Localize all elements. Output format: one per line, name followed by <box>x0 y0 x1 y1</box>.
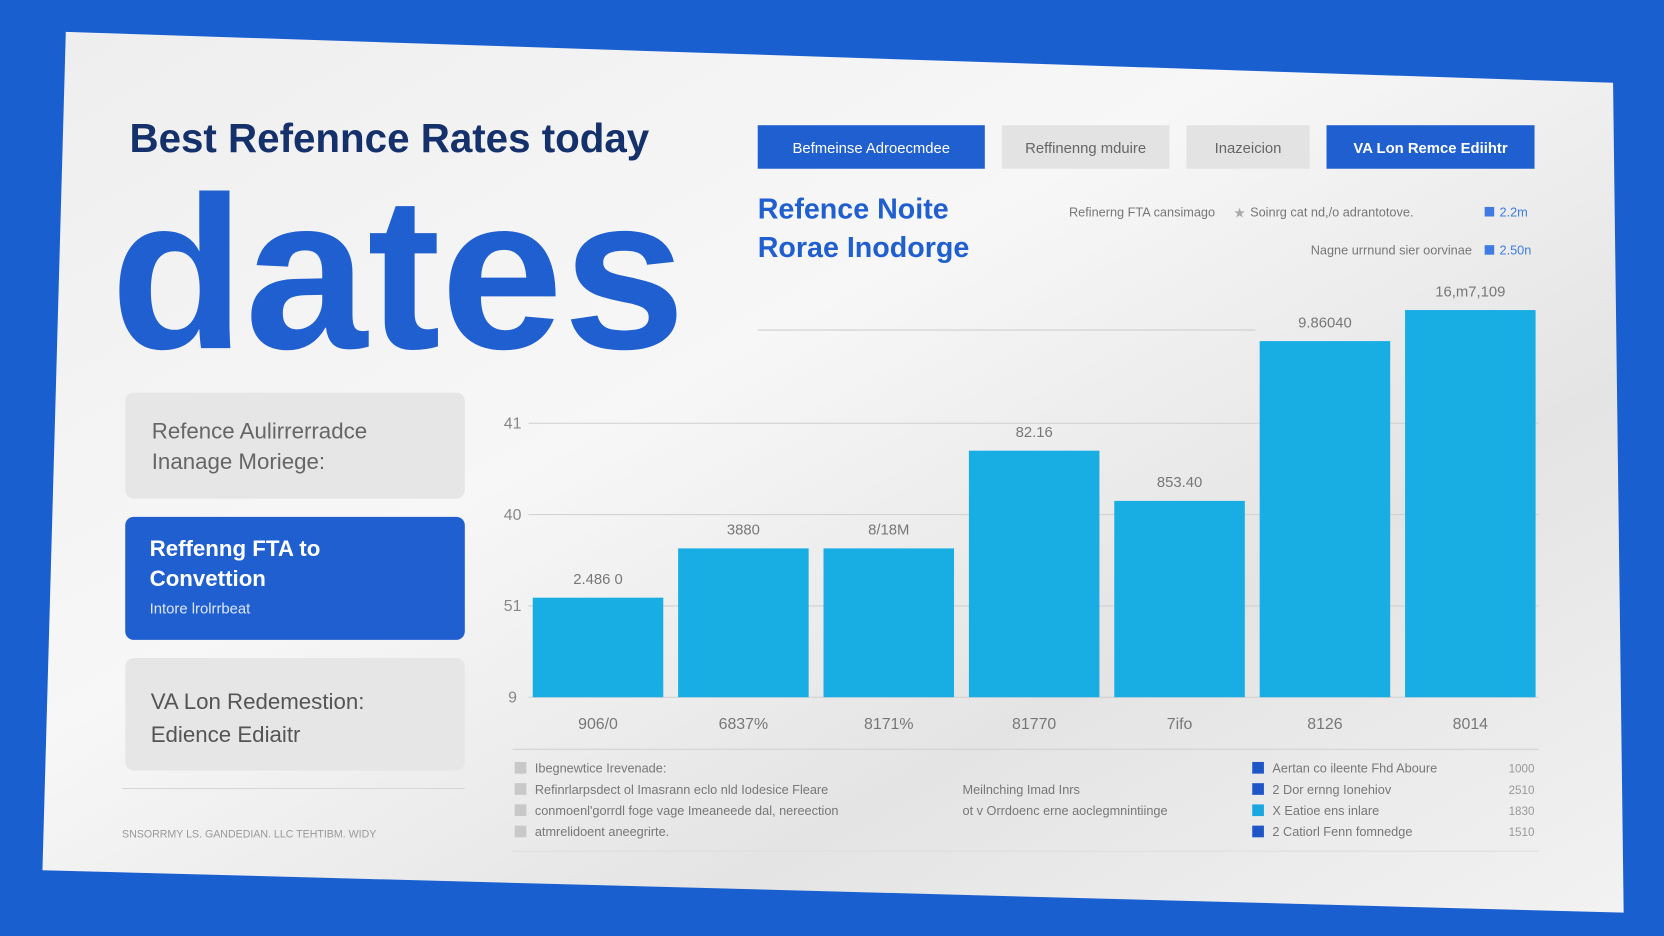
card-caption[interactable]: Intore lrolrrbeat <box>150 601 252 617</box>
bar-annotation: 2.486 0 <box>573 572 623 588</box>
x-tick-label: 8126 <box>1307 716 1343 733</box>
bar <box>823 548 955 698</box>
headline: dates <box>110 152 685 395</box>
bar <box>678 548 809 698</box>
legend-swatch <box>1484 245 1495 255</box>
y-tick-label: 41 <box>504 416 522 433</box>
tab[interactable] <box>757 125 985 169</box>
tab[interactable] <box>1186 125 1310 169</box>
legend-swatch <box>514 804 527 817</box>
legend-note: atmrelidoent aneegrirte. <box>535 824 669 839</box>
x-tick-label: 8171% <box>864 716 914 733</box>
legend-note: ot v Orrdoenc erne aoclegmnintiinge <box>963 803 1168 818</box>
card-text[interactable]: Refence Aulirrerradce <box>152 418 367 443</box>
bar-annotation: 82.16 <box>1016 425 1053 441</box>
x-tick-label: 906/0 <box>578 716 618 733</box>
legend-value: 1510 <box>1509 826 1535 839</box>
legend-value: 2510 <box>1509 784 1535 797</box>
bar <box>1259 341 1391 698</box>
bar <box>1114 500 1245 698</box>
chart-title: Refence Noite <box>758 194 949 226</box>
legend-label: 2 Dor ernng Ionehiov <box>1272 782 1391 797</box>
x-tick-label: 8014 <box>1453 716 1489 733</box>
legend-value: 1000 <box>1509 763 1535 776</box>
x-tick-label: 6837% <box>719 716 769 733</box>
legend-label: Aertan co ileente Fhd Aboure <box>1272 761 1437 776</box>
bar-annotation: 853.40 <box>1157 475 1202 491</box>
legend-note: Ibegnewtice Irevenade: <box>535 761 667 776</box>
card-text[interactable]: VA Lon Redemestion: <box>151 689 365 714</box>
card-text[interactable]: Edience Ediaitr <box>151 722 301 747</box>
tab-label[interactable]: Befmeinse Adroecmdee <box>792 141 950 157</box>
legend-note: Refinrlarpsdect ol Imasrann eclo nld Iod… <box>535 782 828 797</box>
chart: 9 51 40 41 2.486 0 906/0 3880 6837% 8/18M 8171% 82… <box>504 284 1539 733</box>
card[interactable] <box>125 392 465 499</box>
card-text[interactable]: Convettion <box>150 566 266 591</box>
legend-swatch <box>514 783 527 795</box>
y-tick-label: 40 <box>504 507 522 524</box>
x-tick-label: 7ifo <box>1167 716 1193 733</box>
legend-swatch <box>514 825 527 838</box>
legend-value: 2.2m <box>1500 204 1528 219</box>
legend-swatch <box>1252 804 1264 817</box>
card-text[interactable]: Reffenng FTA to <box>150 536 321 561</box>
tab[interactable] <box>1001 125 1170 169</box>
tab[interactable] <box>1326 125 1535 169</box>
legend-label: X Eatioe ens inlare <box>1272 803 1379 818</box>
legend-label: Nagne urrnund sier oorvinae <box>1311 243 1472 258</box>
legend-swatch <box>1484 206 1495 217</box>
legend-note: Meilnching Imad Inrs <box>963 782 1080 797</box>
y-tick-label: 51 <box>504 598 522 615</box>
footer: SNSORRMY LS. GANDEDIAN. LLC TEHTIBM. WID… <box>122 828 376 840</box>
card-active[interactable] <box>125 516 465 640</box>
legend-star: ★ <box>1233 206 1245 221</box>
legend-swatch <box>1252 761 1264 774</box>
legend-swatch <box>1252 783 1264 795</box>
legend-value: 1830 <box>1509 805 1535 818</box>
bar <box>1405 310 1536 698</box>
tab-label[interactable]: Reffinenng mduire <box>1025 141 1146 157</box>
legend-label: Soinrg cat nd,/o adrantotove. <box>1250 204 1413 219</box>
y-tick-label: 9 <box>508 690 517 707</box>
chart-title: Rorae Inodorge <box>758 232 970 264</box>
card[interactable] <box>125 657 465 771</box>
legend-label: Refinerng FTA cansimago <box>1069 204 1215 219</box>
bar-annotation: 8/18M <box>868 523 909 539</box>
bar <box>532 597 664 698</box>
bottom-legend: Ibegnewtice Irevenade: Refinrlarpsdect ol… <box>514 761 1535 839</box>
legend-label: 2 Catiorl Fenn fomnedge <box>1272 824 1412 839</box>
bar <box>968 450 1100 698</box>
page-title: Best Refennce Rates today <box>129 115 649 161</box>
card-text[interactable]: Inanage Moriege: <box>152 449 325 474</box>
bar-annotation: 16,m7,109 <box>1435 284 1505 300</box>
x-tick-label: 81770 <box>1012 716 1056 733</box>
legend-value: 2.50n <box>1500 243 1532 258</box>
bar-annotation: 3880 <box>727 523 760 539</box>
legend-swatch <box>514 761 527 774</box>
tab-label[interactable]: VA Lon Remce Ediihtr <box>1353 141 1507 157</box>
bar-annotation: 9.86040 <box>1298 315 1352 331</box>
legend-swatch <box>1252 825 1264 838</box>
tab-label[interactable]: Inazeicion <box>1215 141 1282 157</box>
legend-note: conmoenl'gorrdl foge vage Imeaneede dal,… <box>535 803 839 818</box>
